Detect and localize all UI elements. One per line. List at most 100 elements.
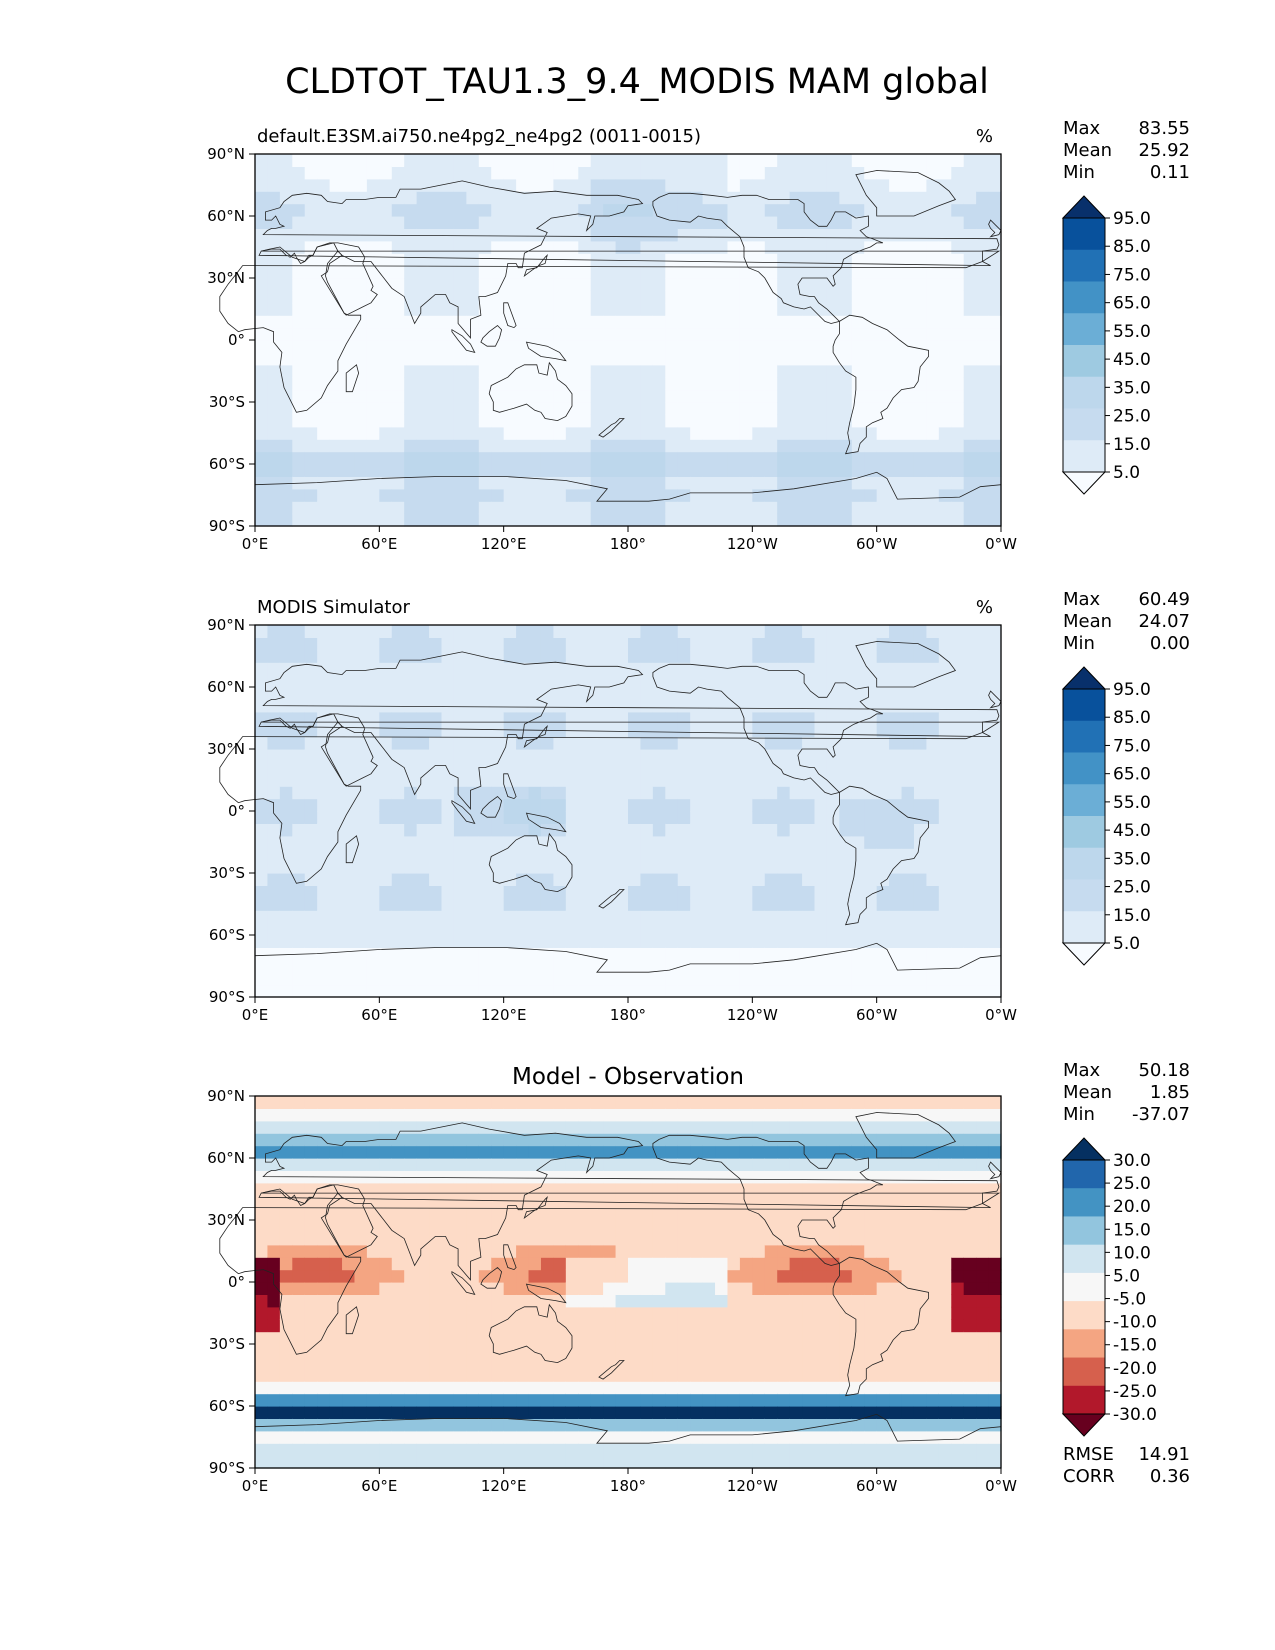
heatmap-cell xyxy=(702,154,716,167)
heatmap-cell xyxy=(342,1232,356,1246)
heatmap-cell xyxy=(826,724,840,738)
heatmap-cell xyxy=(516,885,530,899)
heatmap-cell xyxy=(752,922,766,936)
heatmap-cell xyxy=(951,798,965,812)
heatmap-cell xyxy=(938,178,952,192)
heatmap-cell xyxy=(404,1368,418,1382)
heatmap-cell xyxy=(739,1232,753,1246)
heatmap-cell xyxy=(429,290,443,304)
heatmap-cell xyxy=(528,1182,542,1196)
heatmap-cell xyxy=(901,773,915,787)
heatmap-cell xyxy=(864,290,878,304)
heatmap-cell xyxy=(516,439,530,453)
heatmap-cell xyxy=(665,935,679,948)
heatmap-cell xyxy=(777,451,791,465)
heatmap-cell xyxy=(851,414,865,428)
heatmap-cell xyxy=(292,352,306,366)
heatmap-cell xyxy=(802,464,816,477)
heatmap-cell xyxy=(429,873,443,886)
heatmap-cell xyxy=(777,191,791,205)
heatmap-cell xyxy=(267,860,281,874)
heatmap-cell xyxy=(702,1133,716,1147)
heatmap-cell xyxy=(690,265,704,279)
heatmap-cell xyxy=(889,798,903,812)
heatmap-cell xyxy=(789,253,803,267)
heatmap-cell xyxy=(304,1331,318,1345)
stat-value: 0.00 xyxy=(1150,633,1190,654)
heatmap-cell xyxy=(503,203,517,217)
heatmap-cell xyxy=(690,377,704,391)
heatmap-cell xyxy=(913,166,927,180)
heatmap-cell xyxy=(292,1430,306,1444)
heatmap-cell xyxy=(789,674,803,688)
heatmap-cell xyxy=(752,191,766,205)
heatmap-cell xyxy=(342,749,356,762)
heatmap-cell xyxy=(889,327,903,341)
heatmap-cell xyxy=(404,451,418,465)
heatmap-cell xyxy=(528,625,542,638)
heatmap-cell xyxy=(988,414,1002,428)
heatmap-cell xyxy=(503,327,517,341)
heatmap-cell xyxy=(677,1443,691,1457)
heatmap-cell xyxy=(565,1294,579,1308)
heatmap-cell xyxy=(938,848,952,862)
heatmap-cell xyxy=(652,327,666,341)
colorbar-segment xyxy=(1063,720,1105,753)
heatmap-cell xyxy=(913,773,927,787)
heatmap-cell xyxy=(540,749,554,762)
heatmap-cell xyxy=(342,786,356,800)
heatmap-cell xyxy=(715,910,729,924)
heatmap-cell xyxy=(478,798,492,812)
heatmap-cell xyxy=(727,972,741,986)
heatmap-cell xyxy=(379,674,393,688)
heatmap-cell xyxy=(491,736,505,750)
heatmap-cell xyxy=(913,488,927,502)
heatmap-cell xyxy=(702,848,716,862)
heatmap-cell xyxy=(889,228,903,242)
heatmap-cell xyxy=(876,439,890,453)
heatmap-cell xyxy=(503,290,517,304)
heatmap-cell xyxy=(342,1158,356,1171)
heatmap-cell xyxy=(540,947,554,961)
heatmap-cell xyxy=(466,873,480,886)
heatmap-cell xyxy=(851,773,865,787)
heatmap-cell xyxy=(752,1443,766,1457)
heatmap-cell xyxy=(342,674,356,688)
heatmap-cell xyxy=(441,984,455,998)
heatmap-cell xyxy=(864,315,878,329)
heatmap-cell xyxy=(317,922,331,936)
heatmap-cell xyxy=(540,513,554,527)
heatmap-cell xyxy=(988,959,1002,973)
heatmap-cell xyxy=(391,240,405,254)
heatmap-cell xyxy=(391,625,405,638)
heatmap-cell xyxy=(640,1244,654,1258)
heatmap-cell xyxy=(715,1381,729,1395)
heatmap-cell xyxy=(864,352,878,366)
heatmap-cell xyxy=(540,228,554,242)
heatmap-cell xyxy=(628,1170,642,1184)
heatmap-cell xyxy=(429,798,443,812)
heatmap-cell xyxy=(379,947,393,961)
heatmap-cell xyxy=(491,228,505,242)
heatmap-cell xyxy=(938,873,952,886)
heatmap-cell xyxy=(652,1331,666,1345)
heatmap-cell xyxy=(441,278,455,291)
heatmap-cell xyxy=(565,1232,579,1246)
heatmap-cell xyxy=(354,1368,368,1382)
heatmap-cell xyxy=(540,290,554,304)
heatmap-cell xyxy=(715,649,729,663)
heatmap-cell xyxy=(441,1356,455,1370)
heatmap-cell xyxy=(379,166,393,180)
heatmap-cell xyxy=(739,897,753,911)
heatmap-cell xyxy=(901,451,915,465)
heatmap-cell xyxy=(466,947,480,961)
heatmap-cell xyxy=(565,451,579,465)
heatmap-cell xyxy=(789,302,803,316)
heatmap-cell xyxy=(702,327,716,341)
heatmap-cell xyxy=(764,327,778,341)
heatmap-cell xyxy=(851,922,865,936)
heatmap-cell xyxy=(354,203,368,217)
heatmap-cell xyxy=(503,1418,517,1432)
heatmap-cell xyxy=(578,1145,592,1159)
heatmap-cell xyxy=(628,736,642,750)
